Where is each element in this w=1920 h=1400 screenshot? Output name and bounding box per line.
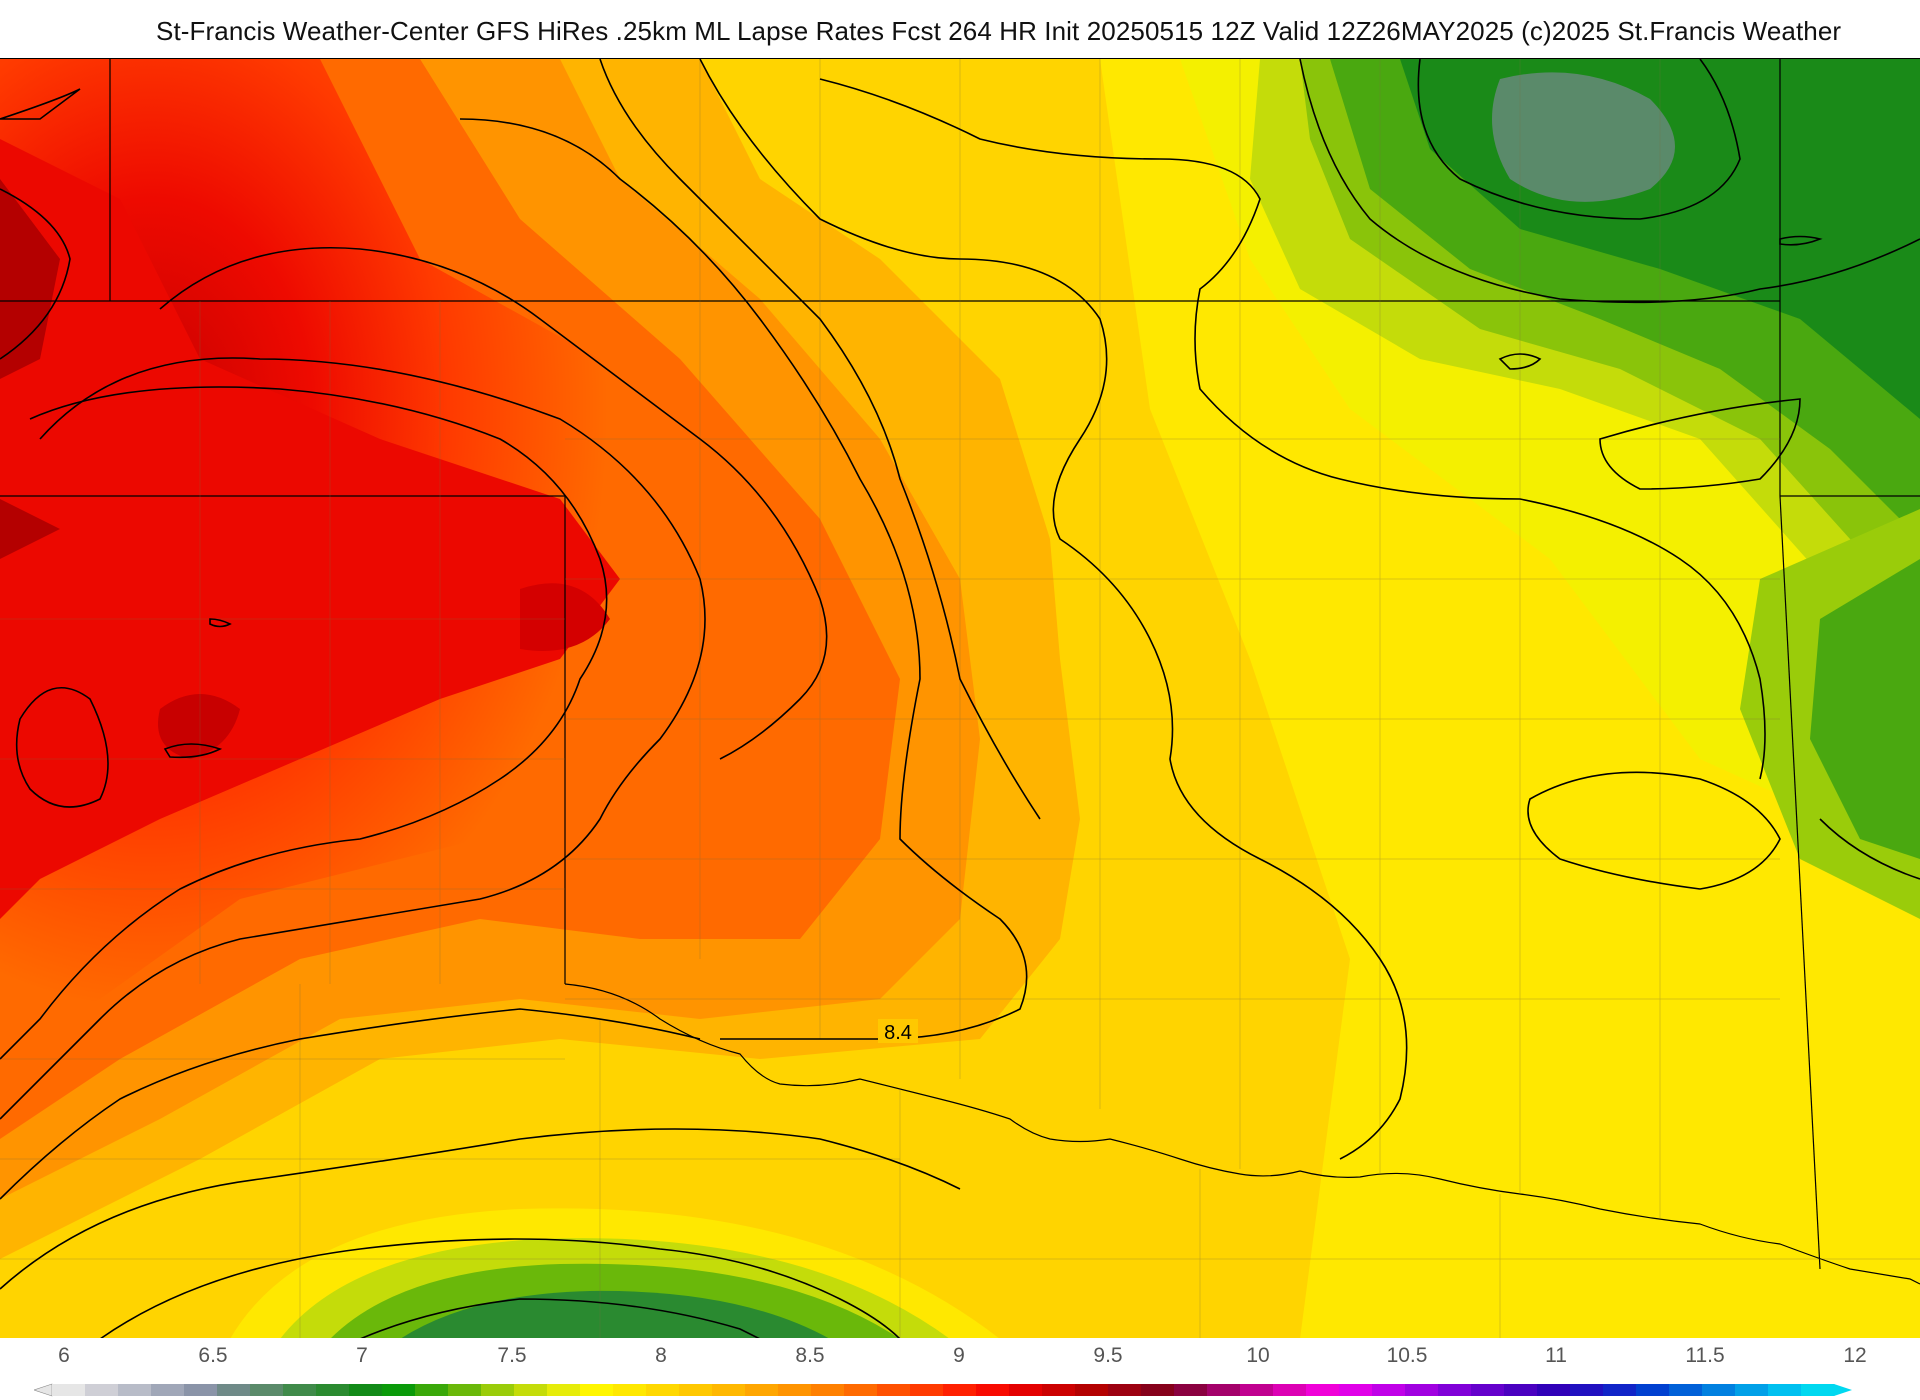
contour-label-bg xyxy=(878,1019,918,1043)
colorbar-tick: 10.5 xyxy=(1386,1344,1428,1367)
colorbar-tick: 9.5 xyxy=(1093,1344,1123,1367)
contour-label: 8.4 xyxy=(884,1022,912,1044)
field-green-east-2 xyxy=(1810,559,1920,859)
field-darkred-west xyxy=(0,499,60,559)
colorbar-swatch xyxy=(877,1384,911,1396)
field-grey-green-ne xyxy=(1492,72,1675,202)
colorbar-tick: 8 xyxy=(655,1344,667,1367)
colorbar-swatch xyxy=(283,1384,317,1396)
colorbar-swatch xyxy=(1174,1384,1208,1396)
colorbar-swatch xyxy=(1405,1384,1439,1396)
colorbar-swatch xyxy=(1702,1384,1736,1396)
colorbar-swatch xyxy=(1372,1384,1406,1396)
colorbar-tick: 12 xyxy=(1843,1344,1867,1367)
colorbar-swatch xyxy=(1009,1384,1043,1396)
colorbar-swatch xyxy=(1273,1384,1307,1396)
colorbar-tick: 7 xyxy=(356,1344,368,1367)
colorbar-swatch xyxy=(217,1384,251,1396)
colorbar-swatch xyxy=(547,1384,581,1396)
colorbar-swatch xyxy=(712,1384,746,1396)
colorbar-swatch xyxy=(151,1384,185,1396)
colorbar-swatch xyxy=(1438,1384,1472,1396)
colorbar-swatch xyxy=(1306,1384,1340,1396)
page-title: St-Francis Weather-Center GFS HiRes .25k… xyxy=(156,16,1842,46)
colorbar-swatch xyxy=(1801,1384,1835,1396)
colorbar-swatch xyxy=(316,1384,350,1396)
colorbar-swatch xyxy=(1603,1384,1637,1396)
colorbar-swatch xyxy=(481,1384,515,1396)
colorbar-swatch xyxy=(1504,1384,1538,1396)
colorbar-tick: 11 xyxy=(1545,1344,1567,1367)
colorbar-swatch xyxy=(85,1384,119,1396)
colorbar-swatch xyxy=(415,1384,449,1396)
field-darkred-nw xyxy=(0,179,60,379)
colorbar-swatch xyxy=(1075,1384,1109,1396)
colorbar-swatch xyxy=(1339,1384,1373,1396)
colorbar-swatch xyxy=(811,1384,845,1396)
colorbar-swatch xyxy=(910,1384,944,1396)
colorbar-swatch xyxy=(52,1384,86,1396)
colorbar-swatch xyxy=(679,1384,713,1396)
colorbar: 6 6.5 7 7.5 8 8.5 9 9.5 10 10.5 11 11.5 … xyxy=(0,1338,1920,1400)
colorbar-swatch xyxy=(250,1384,284,1396)
colorbar-arrow-left xyxy=(34,1383,53,1397)
colorbar-swatch xyxy=(1636,1384,1670,1396)
colorbar-swatch xyxy=(1537,1384,1571,1396)
colorbar-swatch xyxy=(745,1384,779,1396)
colorbar-swatch xyxy=(1240,1384,1274,1396)
colorbar-tick: 11.5 xyxy=(1685,1344,1725,1367)
contours xyxy=(0,59,1920,1339)
colorbar-swatch xyxy=(778,1384,812,1396)
colorbar-swatch xyxy=(1042,1384,1076,1396)
colorbar-arrow-right xyxy=(1834,1384,1852,1396)
colorbar-swatch xyxy=(580,1384,614,1396)
title-bar: St-Francis Weather-Center GFS HiRes .25k… xyxy=(0,0,1920,58)
colorbar-swatch xyxy=(844,1384,878,1396)
colorbar-strip xyxy=(34,1383,1852,1397)
colorbar-swatch xyxy=(382,1384,416,1396)
colorbar-swatch xyxy=(1735,1384,1769,1396)
map-canvas: 8.4 xyxy=(0,59,1920,1339)
colorbar-swatch xyxy=(1108,1384,1142,1396)
colorbar-swatch xyxy=(1669,1384,1703,1396)
colorbar-swatch xyxy=(1570,1384,1604,1396)
field-red-inner xyxy=(0,139,620,919)
colorbar-tick: 6.5 xyxy=(198,1344,228,1367)
colorbar-swatch xyxy=(1768,1384,1802,1396)
lapse-rate-map: 8.4 xyxy=(0,58,1920,1339)
colorbar-swatch xyxy=(118,1384,152,1396)
colorbar-tick: 9 xyxy=(953,1344,965,1367)
state-boundaries xyxy=(0,59,1920,1285)
colorbar-tick: 10 xyxy=(1246,1344,1270,1367)
colorbar-tick: 6 xyxy=(58,1344,70,1367)
colorbar-swatch xyxy=(646,1384,680,1396)
colorbar-swatch xyxy=(1141,1384,1175,1396)
colorbar-swatch xyxy=(943,1384,977,1396)
colorbar-swatch xyxy=(1207,1384,1241,1396)
colorbar-swatch xyxy=(1471,1384,1505,1396)
field-darkgreen-south xyxy=(400,1290,830,1339)
field-darkred-blob xyxy=(158,694,240,759)
colorbar-swatch xyxy=(976,1384,1010,1396)
colorbar-tick: 7.5 xyxy=(497,1344,527,1367)
colorbar-tick: 8.5 xyxy=(795,1344,825,1367)
colorbar-swatch xyxy=(613,1384,647,1396)
colorbar-swatch xyxy=(514,1384,548,1396)
colorbar-swatch xyxy=(448,1384,482,1396)
colorbar-swatch xyxy=(184,1384,218,1396)
colorbar-swatch xyxy=(349,1384,383,1396)
